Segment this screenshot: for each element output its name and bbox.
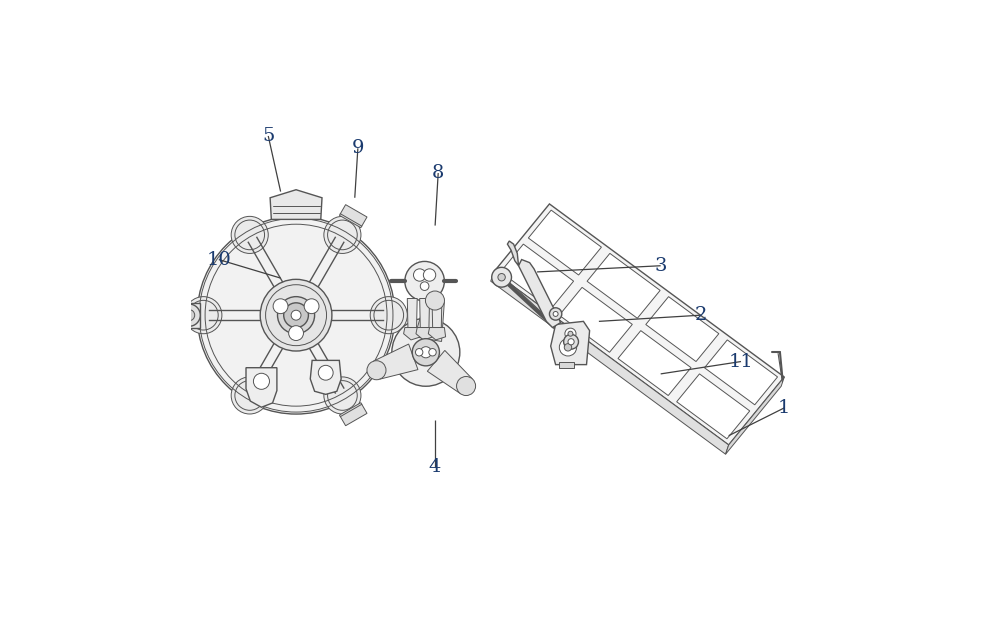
Circle shape [425,291,444,310]
Circle shape [564,334,578,349]
Circle shape [260,279,332,351]
Polygon shape [726,377,784,454]
Circle shape [304,299,319,314]
Circle shape [420,347,431,358]
Text: 10: 10 [206,250,231,269]
Circle shape [184,310,195,321]
Polygon shape [677,374,750,439]
Circle shape [498,274,505,281]
Polygon shape [491,272,729,454]
Text: 4: 4 [429,457,441,476]
Circle shape [291,310,301,320]
Circle shape [568,339,574,345]
Polygon shape [494,204,784,445]
Polygon shape [404,328,421,340]
Polygon shape [407,298,417,328]
Polygon shape [519,260,561,328]
Circle shape [457,376,476,396]
Polygon shape [339,403,367,426]
Circle shape [231,377,268,414]
Polygon shape [618,331,691,396]
Circle shape [413,269,426,281]
Text: 9: 9 [352,139,364,158]
Circle shape [278,297,315,334]
Polygon shape [310,360,341,394]
Polygon shape [415,299,444,342]
Circle shape [392,318,460,386]
Polygon shape [246,368,277,407]
Circle shape [559,339,577,356]
Circle shape [185,297,222,334]
Circle shape [405,261,444,301]
Circle shape [273,299,288,314]
Circle shape [415,349,423,356]
Text: 2: 2 [695,306,707,324]
Polygon shape [373,344,418,379]
Circle shape [253,373,269,389]
Text: 11: 11 [729,352,753,371]
Circle shape [564,344,572,351]
Circle shape [568,331,573,336]
Circle shape [565,328,576,339]
Polygon shape [339,205,367,227]
Polygon shape [176,303,188,328]
Circle shape [420,282,429,290]
Polygon shape [432,298,442,328]
Polygon shape [559,362,574,368]
Polygon shape [179,303,200,328]
Polygon shape [559,287,632,352]
Polygon shape [420,298,430,328]
Text: 1: 1 [778,399,790,417]
Text: 8: 8 [432,164,444,182]
Polygon shape [587,253,660,318]
Circle shape [231,216,268,253]
Circle shape [197,216,395,414]
Circle shape [492,268,511,287]
Polygon shape [704,340,778,405]
Text: 5: 5 [262,127,274,145]
Circle shape [367,361,386,379]
Polygon shape [270,190,322,219]
Circle shape [284,303,308,328]
Polygon shape [551,321,590,365]
Polygon shape [416,328,433,340]
Polygon shape [427,350,472,393]
Text: 3: 3 [654,256,667,275]
Circle shape [553,311,558,316]
Polygon shape [528,210,601,275]
Circle shape [318,365,333,380]
Polygon shape [501,244,574,309]
Circle shape [415,341,437,363]
Circle shape [549,308,562,320]
Polygon shape [646,297,719,362]
Polygon shape [507,241,519,266]
Circle shape [178,304,200,326]
Circle shape [412,339,439,366]
Circle shape [289,326,303,341]
Circle shape [324,216,361,253]
Polygon shape [428,328,446,340]
Circle shape [423,269,436,281]
Circle shape [324,377,361,414]
Circle shape [429,349,436,356]
Circle shape [370,297,407,334]
